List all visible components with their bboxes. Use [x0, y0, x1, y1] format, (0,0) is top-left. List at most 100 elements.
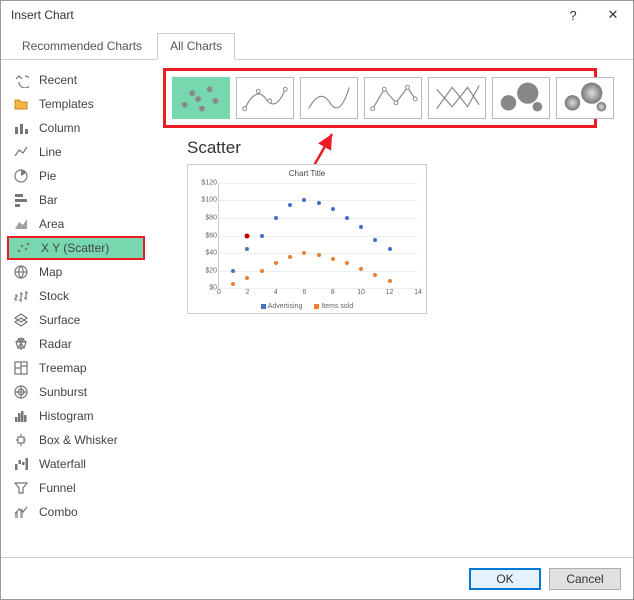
- sidebar-item-line[interactable]: Line: [7, 140, 145, 164]
- cancel-button[interactable]: Cancel: [549, 568, 621, 590]
- data-point: [373, 273, 377, 277]
- sidebar-item-undo[interactable]: Recent: [7, 68, 145, 92]
- sidebar-item-label: Line: [39, 145, 62, 159]
- chart-subtype-1[interactable]: [236, 77, 294, 119]
- data-point: [331, 207, 335, 211]
- sidebar-item-map[interactable]: Map: [7, 260, 145, 284]
- sidebar-item-treemap[interactable]: Treemap: [7, 356, 145, 380]
- scatter-icon: [15, 240, 31, 256]
- sidebar-item-label: X Y (Scatter): [41, 241, 109, 255]
- chart-heading: Scatter: [187, 138, 621, 158]
- sunburst-icon: [13, 384, 29, 400]
- data-point: [331, 257, 335, 261]
- sidebar-item-surface[interactable]: Surface: [7, 308, 145, 332]
- funnel-icon: [13, 480, 29, 496]
- chart-subtype-6[interactable]: [556, 77, 614, 119]
- sidebar-item-combo[interactable]: Combo: [7, 500, 145, 524]
- chart-type-sidebar: Recent Templates Column Line Pie Bar Area X Y (…: [1, 60, 151, 550]
- data-point: [345, 216, 349, 220]
- data-point: [260, 269, 264, 273]
- sidebar-item-box[interactable]: Box & Whisker: [7, 428, 145, 452]
- sidebar-item-column[interactable]: Column: [7, 116, 145, 140]
- sidebar-item-label: Box & Whisker: [39, 433, 118, 447]
- radar-icon: [13, 336, 29, 352]
- dialog-body: Recent Templates Column Line Pie Bar Area X Y (…: [1, 60, 633, 550]
- chart-preview[interactable]: Chart Title $0$20$40$60$80$100$120024681…: [187, 164, 427, 314]
- tab-recommended-label: Recommended Charts: [22, 39, 142, 53]
- sidebar-item-label: Templates: [39, 97, 94, 111]
- close-button[interactable]: ✕: [593, 1, 633, 29]
- data-point: [359, 267, 363, 271]
- tab-all-label: All Charts: [170, 39, 222, 53]
- tab-strip: Recommended Charts All Charts: [1, 29, 633, 60]
- dialog-title: Insert Chart: [11, 8, 74, 22]
- sidebar-item-label: Treemap: [39, 361, 87, 375]
- data-point: [274, 216, 278, 220]
- sidebar-item-funnel[interactable]: Funnel: [7, 476, 145, 500]
- sidebar-item-label: Combo: [39, 505, 78, 519]
- data-point: [317, 201, 321, 205]
- data-point: [317, 253, 321, 257]
- sidebar-item-bar[interactable]: Bar: [7, 188, 145, 212]
- chart-plot-area: $0$20$40$60$80$100$12002468101214: [218, 183, 418, 289]
- folder-icon: [13, 96, 29, 112]
- line-icon: [13, 144, 29, 160]
- data-point: [302, 198, 306, 202]
- undo-icon: [13, 72, 29, 88]
- sidebar-item-area[interactable]: Area: [7, 212, 145, 236]
- data-point: [231, 269, 235, 273]
- sidebar-item-label: Histogram: [39, 409, 94, 423]
- sidebar-item-label: Recent: [39, 73, 77, 87]
- sidebar-item-stock[interactable]: Stock: [7, 284, 145, 308]
- data-point: [302, 251, 306, 255]
- data-point: [345, 261, 349, 265]
- help-button[interactable]: ?: [553, 1, 593, 29]
- insert-chart-dialog: Insert Chart ? ✕ Recommended Charts All …: [0, 0, 634, 600]
- sidebar-item-label: Stock: [39, 289, 69, 303]
- surface-icon: [13, 312, 29, 328]
- sidebar-item-label: Area: [39, 217, 64, 231]
- sidebar-item-histogram[interactable]: Histogram: [7, 404, 145, 428]
- waterfall-icon: [13, 456, 29, 472]
- main-pane: Scatter Chart Title $0$20$40$60$80$100$1…: [151, 60, 633, 550]
- treemap-icon: [13, 360, 29, 376]
- map-icon: [13, 264, 29, 280]
- tab-recommended[interactable]: Recommended Charts: [9, 33, 155, 59]
- column-icon: [13, 120, 29, 136]
- chart-subtype-4[interactable]: [428, 77, 486, 119]
- data-point: [231, 282, 235, 286]
- chart-preview-title: Chart Title: [188, 165, 426, 178]
- sidebar-item-label: Map: [39, 265, 62, 279]
- tab-all-charts[interactable]: All Charts: [157, 33, 235, 60]
- sidebar-item-label: Waterfall: [39, 457, 86, 471]
- data-point: [274, 261, 278, 265]
- sidebar-item-folder[interactable]: Templates: [7, 92, 145, 116]
- chart-subtype-2[interactable]: [300, 77, 358, 119]
- chart-subtype-0[interactable]: [172, 77, 230, 119]
- titlebar: Insert Chart ? ✕: [1, 1, 633, 29]
- chart-subtype-5[interactable]: [492, 77, 550, 119]
- sidebar-item-scatter[interactable]: X Y (Scatter): [7, 236, 145, 260]
- bar-icon: [13, 192, 29, 208]
- window-controls: ? ✕: [553, 1, 633, 29]
- data-point: [388, 279, 392, 283]
- box-icon: [13, 432, 29, 448]
- sidebar-item-waterfall[interactable]: Waterfall: [7, 452, 145, 476]
- sidebar-item-sunburst[interactable]: Sunburst: [7, 380, 145, 404]
- sidebar-item-label: Sunburst: [39, 385, 87, 399]
- ok-label: OK: [496, 572, 513, 586]
- data-point: [359, 225, 363, 229]
- sidebar-item-radar[interactable]: Radar: [7, 332, 145, 356]
- sidebar-item-pie[interactable]: Pie: [7, 164, 145, 188]
- data-point: [388, 247, 392, 251]
- sidebar-item-label: Bar: [39, 193, 58, 207]
- data-point: [288, 203, 292, 207]
- pie-icon: [13, 168, 29, 184]
- stock-icon: [13, 288, 29, 304]
- ok-button[interactable]: OK: [469, 568, 541, 590]
- cancel-label: Cancel: [566, 572, 603, 586]
- histogram-icon: [13, 408, 29, 424]
- sidebar-item-label: Radar: [39, 337, 72, 351]
- chart-subtype-3[interactable]: [364, 77, 422, 119]
- sidebar-item-label: Funnel: [39, 481, 76, 495]
